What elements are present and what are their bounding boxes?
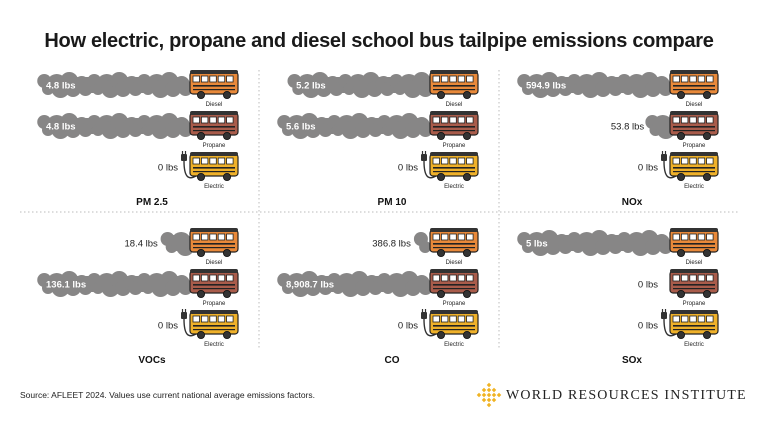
bus-icon: Electric	[669, 152, 719, 190]
smoke-cloud-icon	[413, 232, 432, 253]
logo-mark-icon	[476, 382, 502, 408]
value-label-diesel: 4.8 lbs	[46, 81, 76, 92]
smoke-cloud-icon	[160, 232, 195, 256]
value-label-diesel: 386.8 lbs	[372, 239, 411, 250]
bus-type-label: Electric	[684, 184, 704, 190]
value-label-propane: 53.8 lbs	[611, 122, 645, 133]
panel-title: CO	[385, 355, 400, 366]
value-label-electric: 0 lbs	[398, 163, 418, 174]
bus-type-label: Electric	[444, 184, 464, 190]
bus-type-label: Propane	[443, 143, 466, 149]
panel-co: 386.8 lbs Diesel 8,908.7 lbs Propane 0 lbs El…	[277, 228, 479, 366]
bus-icon: Diesel	[429, 70, 479, 108]
value-label-electric: 0 lbs	[638, 321, 658, 332]
bus-icon: Electric	[189, 310, 239, 348]
value-label-electric: 0 lbs	[398, 321, 418, 332]
bus-type-label: Propane	[683, 301, 706, 307]
charger-plug-icon	[421, 151, 437, 179]
bus-type-label: Propane	[443, 301, 466, 307]
charger-plug-icon	[421, 309, 437, 337]
smoke-cloud-icon	[277, 271, 433, 297]
bus-type-label: Diesel	[446, 260, 463, 266]
bus-icon: Propane	[669, 111, 719, 149]
panel-sox: 5 lbs Diesel 0 lbs Propane 0 lbs Electric SOx	[517, 228, 719, 366]
bus-type-label: Electric	[684, 342, 704, 348]
value-label-diesel: 5 lbs	[526, 239, 548, 250]
bus-type-label: Electric	[204, 184, 224, 190]
bus-icon: Electric	[669, 310, 719, 348]
smoke-cloud-icon	[277, 113, 433, 139]
smoke-cloud-icon	[287, 72, 434, 98]
charger-plug-icon	[661, 151, 677, 179]
smoke-cloud-icon	[37, 72, 193, 98]
panel-title: PM 2.5	[136, 197, 168, 208]
charger-plug-icon	[181, 151, 197, 179]
bus-icon: Propane	[189, 269, 239, 307]
value-label-propane: 5.6 lbs	[286, 122, 316, 133]
bus-type-label: Electric	[444, 342, 464, 348]
bus-type-label: Diesel	[686, 260, 703, 266]
smoke-cloud-icon	[37, 271, 193, 297]
panel-vocs: 18.4 lbs Diesel 136.1 lbs Propane 0 lbs Elect…	[37, 228, 239, 366]
bus-icon: Propane	[189, 111, 239, 149]
bus-icon: Propane	[429, 111, 479, 149]
bus-type-label: Propane	[683, 143, 706, 149]
value-label-electric: 0 lbs	[158, 321, 178, 332]
value-label-propane: 0 lbs	[638, 280, 658, 291]
panel-title: PM 10	[378, 197, 407, 208]
panel-title: SOx	[622, 355, 642, 366]
value-label-electric: 0 lbs	[638, 163, 658, 174]
bus-type-label: Propane	[203, 143, 226, 149]
bus-icon: Diesel	[189, 228, 239, 266]
smoke-cloud-icon	[517, 72, 673, 98]
bus-type-label: Electric	[204, 342, 224, 348]
panel-pm-2-5: 4.8 lbs Diesel 4.8 lbs Propane 0 lbs Electric…	[37, 70, 239, 208]
bus-type-label: Diesel	[206, 102, 223, 108]
bus-icon: Diesel	[669, 70, 719, 108]
bus-icon: Electric	[189, 152, 239, 190]
value-label-electric: 0 lbs	[158, 163, 178, 174]
chart-title: How electric, propane and diesel school …	[44, 30, 714, 52]
value-label-diesel: 5.2 lbs	[296, 81, 326, 92]
bus-type-label: Diesel	[686, 102, 703, 108]
charger-plug-icon	[181, 309, 197, 337]
value-label-propane: 8,908.7 lbs	[286, 280, 334, 291]
value-label-diesel: 18.4 lbs	[125, 239, 159, 250]
smoke-cloud-icon	[37, 113, 193, 139]
panel-pm-10: 5.2 lbs Diesel 5.6 lbs Propane 0 lbs Electric…	[277, 70, 479, 208]
charger-plug-icon	[661, 309, 677, 337]
bus-icon: Diesel	[189, 70, 239, 108]
smoke-cloud-icon	[517, 230, 673, 256]
panel-title: VOCs	[138, 355, 166, 366]
panel-title: NOx	[622, 197, 643, 208]
logo-text: WORLD RESOURCES INSTITUTE	[506, 388, 747, 403]
value-label-diesel: 594.9 lbs	[526, 81, 566, 92]
source-note: Source: AFLEET 2024. Values use current …	[20, 390, 315, 400]
bus-icon: Diesel	[669, 228, 719, 266]
bus-type-label: Propane	[203, 301, 226, 307]
bus-icon: Diesel	[429, 228, 479, 266]
bus-icon: Electric	[429, 152, 479, 190]
value-label-propane: 136.1 lbs	[46, 280, 86, 291]
bus-type-label: Diesel	[206, 260, 223, 266]
panel-nox: 594.9 lbs Diesel 53.8 lbs Propane 0 lbs Elect…	[517, 70, 719, 208]
bus-icon: Propane	[429, 269, 479, 307]
wri-logo: WORLD RESOURCES INSTITUTE	[476, 380, 746, 410]
bus-icon: Electric	[429, 310, 479, 348]
value-label-propane: 4.8 lbs	[46, 122, 76, 133]
bus-type-label: Diesel	[446, 102, 463, 108]
bus-icon: Propane	[669, 269, 719, 307]
